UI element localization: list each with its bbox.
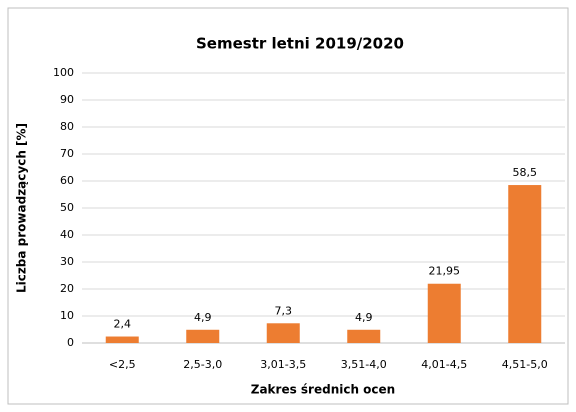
y-tick-label: 20	[60, 282, 74, 295]
y-tick-label: 100	[53, 66, 74, 79]
y-tick-label: 90	[60, 93, 74, 106]
value-label: 7,3	[275, 304, 293, 317]
y-tick-label: 50	[60, 201, 74, 214]
bar	[508, 185, 542, 343]
bar	[427, 283, 461, 343]
x-tick-label: 4,51-5,0	[502, 358, 548, 371]
value-label: 58,5	[513, 166, 538, 179]
x-tick-label: 4,01-4,5	[421, 358, 467, 371]
bar	[266, 323, 300, 343]
bar	[347, 329, 381, 343]
value-label: 2,4	[114, 318, 132, 331]
x-tick-label: <2,5	[109, 358, 136, 371]
chart-title: Semestr letni 2019/2020	[196, 35, 404, 53]
y-tick-label: 80	[60, 120, 74, 133]
x-tick-label: 3,51-4,0	[341, 358, 387, 371]
chart-border	[7, 7, 569, 405]
bar	[186, 329, 220, 343]
y-tick-label: 40	[60, 228, 74, 241]
y-tick-label: 0	[67, 336, 74, 349]
value-label: 21,95	[429, 265, 461, 278]
y-tick-label: 70	[60, 147, 74, 160]
x-tick-label: 2,5-3,0	[183, 358, 222, 371]
y-tick-label: 60	[60, 174, 74, 187]
x-tick-label: 3,01-3,5	[260, 358, 306, 371]
y-tick-label: 30	[60, 255, 74, 268]
bar	[105, 336, 139, 343]
x-axis-title: Zakres średnich ocen	[251, 383, 395, 397]
value-label: 4,9	[355, 311, 373, 324]
y-tick-label: 10	[60, 309, 74, 322]
value-label: 4,9	[194, 311, 212, 324]
y-axis-title: Liczba prowadzących [%]	[15, 123, 29, 293]
